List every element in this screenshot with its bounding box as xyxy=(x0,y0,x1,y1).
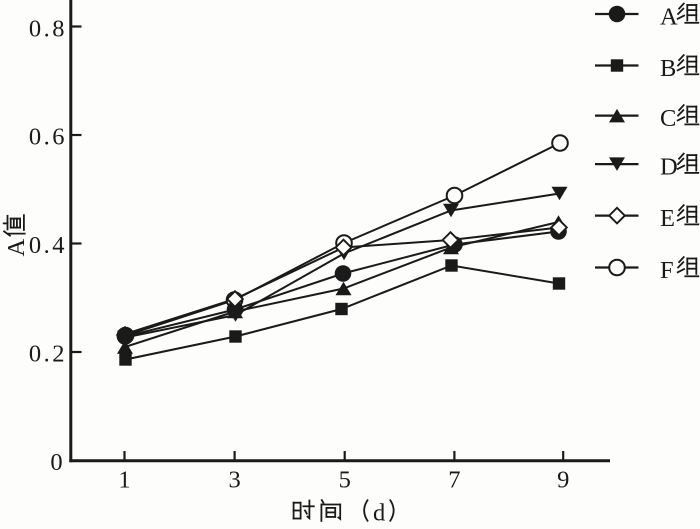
svg-text:5: 5 xyxy=(339,467,351,494)
svg-text:D: D xyxy=(660,153,678,180)
svg-text:9: 9 xyxy=(557,467,569,494)
svg-text:B: B xyxy=(660,55,676,82)
svg-text:d: d xyxy=(373,500,385,527)
svg-text:7: 7 xyxy=(448,467,460,494)
svg-text:0: 0 xyxy=(50,449,62,476)
svg-text:3: 3 xyxy=(228,467,240,494)
svg-text:A: A xyxy=(3,239,30,257)
svg-text:0.4: 0.4 xyxy=(29,232,67,259)
svg-text:1: 1 xyxy=(118,467,130,494)
svg-text:0.2: 0.2 xyxy=(29,341,67,368)
svg-text:F: F xyxy=(660,257,674,284)
svg-text:A: A xyxy=(660,3,678,30)
svg-text:0.8: 0.8 xyxy=(29,16,67,43)
svg-text:0.6: 0.6 xyxy=(29,124,67,151)
svg-text:C: C xyxy=(660,105,676,132)
svg-text:E: E xyxy=(660,205,675,232)
